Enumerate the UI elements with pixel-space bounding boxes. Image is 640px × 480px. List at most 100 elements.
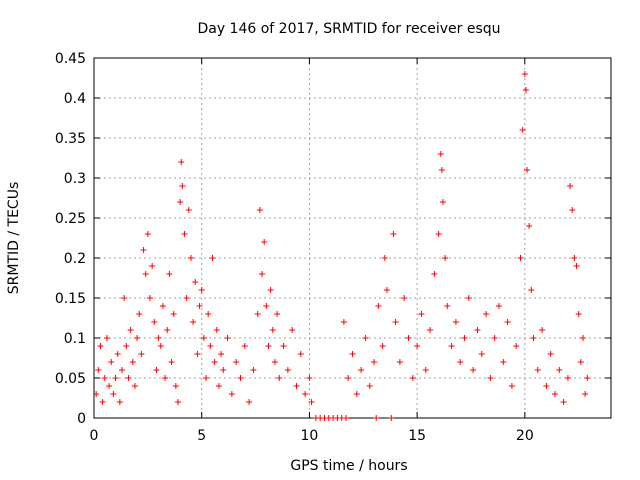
data-point	[112, 375, 119, 381]
data-point	[265, 343, 272, 349]
y-tick-label: 0.45	[55, 51, 86, 67]
data-point	[250, 367, 257, 373]
data-point	[134, 335, 141, 341]
data-point	[116, 399, 123, 405]
data-point	[539, 327, 546, 333]
data-point	[259, 271, 266, 277]
data-point	[517, 255, 524, 261]
data-point	[101, 375, 108, 381]
data-point	[345, 375, 352, 381]
x-tick-label: 10	[301, 428, 319, 444]
data-point	[435, 231, 442, 237]
data-point	[349, 351, 356, 357]
data-point	[93, 391, 100, 397]
data-point	[192, 279, 199, 285]
data-point	[224, 335, 231, 341]
data-point	[172, 383, 179, 389]
data-point	[293, 383, 300, 389]
data-point	[220, 367, 227, 373]
data-point	[302, 391, 309, 397]
data-point	[119, 367, 126, 373]
data-point	[461, 335, 468, 341]
grid-lines	[94, 58, 611, 418]
x-tick-label: 5	[197, 428, 206, 444]
data-point	[123, 343, 130, 349]
data-point	[437, 151, 444, 157]
data-point	[256, 207, 263, 213]
data-point	[209, 255, 216, 261]
data-point	[414, 343, 421, 349]
data-point	[269, 327, 276, 333]
data-point	[448, 343, 455, 349]
x-tick-label: 0	[90, 428, 99, 444]
data-point	[207, 343, 214, 349]
data-point	[567, 183, 574, 189]
data-point	[121, 295, 128, 301]
data-point	[153, 367, 160, 373]
data-point	[431, 271, 438, 277]
data-point	[522, 87, 529, 93]
data-point	[297, 351, 304, 357]
x-tick-labels: 0 5 10 15 20	[90, 428, 534, 444]
data-point	[215, 383, 222, 389]
data-point	[164, 327, 171, 333]
data-point	[170, 311, 177, 317]
data-point	[483, 311, 490, 317]
data-point	[168, 359, 175, 365]
data-point	[149, 263, 156, 269]
data-point	[564, 375, 571, 381]
data-point	[131, 383, 138, 389]
y-tick-label: 0.4	[64, 91, 86, 107]
data-point	[383, 287, 390, 293]
y-tick-label: 0.25	[55, 211, 86, 227]
data-point	[114, 351, 121, 357]
data-point	[343, 415, 350, 421]
chart-title: Day 146 of 2017, SRMTID for receiver esq…	[197, 21, 500, 37]
x-axis-label: GPS time / hours	[290, 458, 407, 474]
data-point	[246, 399, 253, 405]
data-point	[392, 319, 399, 325]
data-point	[140, 247, 147, 253]
data-point	[543, 383, 550, 389]
data-point	[495, 303, 502, 309]
data-point	[362, 335, 369, 341]
data-point	[371, 359, 378, 365]
data-point	[438, 167, 445, 173]
data-point	[396, 359, 403, 365]
data-point	[573, 263, 580, 269]
data-point	[274, 311, 281, 317]
data-point	[427, 327, 434, 333]
axis-ticks	[93, 57, 611, 419]
data-point	[218, 351, 225, 357]
data-point	[409, 375, 416, 381]
data-point	[366, 383, 373, 389]
data-point	[97, 343, 104, 349]
data-point	[110, 391, 117, 397]
data-point	[444, 303, 451, 309]
data-point	[175, 399, 182, 405]
data-point	[200, 335, 207, 341]
data-point	[181, 231, 188, 237]
data-point	[155, 335, 162, 341]
data-point	[129, 359, 136, 365]
data-point	[261, 239, 268, 245]
data-point	[159, 303, 166, 309]
y-tick-label: 0.1	[64, 331, 86, 347]
data-point	[144, 231, 151, 237]
data-point	[106, 383, 113, 389]
data-point	[579, 335, 586, 341]
data-point	[196, 303, 203, 309]
data-points	[93, 71, 591, 421]
data-point	[547, 351, 554, 357]
data-point	[439, 199, 446, 205]
data-point	[157, 343, 164, 349]
data-point	[237, 375, 244, 381]
data-point	[381, 255, 388, 261]
data-point	[289, 327, 296, 333]
data-point	[284, 367, 291, 373]
data-point	[418, 311, 425, 317]
data-point	[474, 327, 481, 333]
data-point	[375, 303, 382, 309]
data-point	[233, 359, 240, 365]
data-point	[308, 399, 315, 405]
